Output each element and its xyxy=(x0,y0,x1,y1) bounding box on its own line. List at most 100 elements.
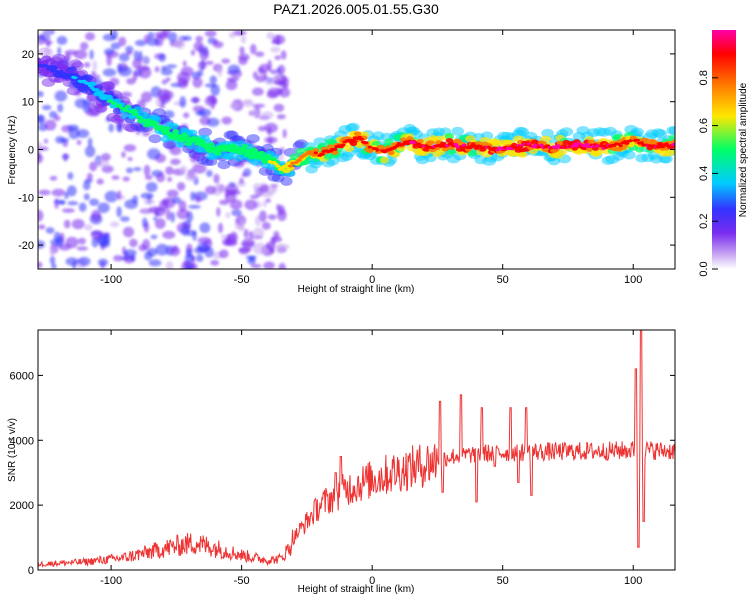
noise-blob xyxy=(269,248,275,254)
noise-blob xyxy=(252,71,258,79)
noise-blob xyxy=(226,77,240,82)
noise-blob xyxy=(169,246,181,257)
noise-blob xyxy=(221,116,232,125)
noise-blob xyxy=(89,161,98,172)
noise-blob xyxy=(257,125,267,132)
noise-blob xyxy=(104,190,119,203)
ridge-cell xyxy=(247,154,255,160)
ridge-cell xyxy=(80,75,88,81)
noise-blob xyxy=(249,256,255,262)
noise-blob xyxy=(170,82,182,88)
colorbar-tick-label: 0.6 xyxy=(698,118,710,133)
noise-blob xyxy=(76,246,89,251)
ridge-cell xyxy=(87,84,93,88)
noise-blob xyxy=(248,109,260,117)
noise-blob xyxy=(154,66,160,73)
noise-blob xyxy=(195,110,206,116)
noise-blob xyxy=(265,198,271,203)
noise-blob xyxy=(38,142,43,147)
noise-blob xyxy=(148,259,162,267)
noise-blob xyxy=(190,97,201,104)
noise-blob xyxy=(97,258,109,267)
noise-blob xyxy=(156,172,166,183)
noise-blob xyxy=(239,46,245,55)
ridge-cell xyxy=(134,112,139,116)
noise-blob xyxy=(38,209,44,222)
noise-blob xyxy=(142,217,148,228)
ridge-cell xyxy=(353,131,362,137)
noise-blob xyxy=(238,56,248,66)
noise-blob xyxy=(51,263,57,269)
noise-blob xyxy=(170,158,181,165)
noise-blob xyxy=(123,144,137,152)
noise-blob xyxy=(225,79,238,91)
noise-blob xyxy=(266,126,272,136)
noise-blob xyxy=(259,69,267,76)
noise-blob xyxy=(132,58,142,69)
noise-blob xyxy=(116,190,122,200)
y-tick-label: 2000 xyxy=(10,500,34,512)
noise-blob xyxy=(138,50,143,62)
noise-blob xyxy=(177,71,191,84)
noise-blob xyxy=(38,189,51,196)
noise-blob xyxy=(238,247,250,255)
noise-blob xyxy=(209,75,217,84)
noise-blob xyxy=(56,35,68,45)
ridge-cell xyxy=(66,86,81,96)
y-tick-label: 20 xyxy=(22,49,34,61)
x-tick-label: 100 xyxy=(624,274,642,286)
ridge-cell xyxy=(148,134,162,144)
noise-blob xyxy=(262,200,267,208)
noise-blob xyxy=(179,96,187,108)
noise-blob xyxy=(116,206,122,218)
noise-blob xyxy=(38,261,43,269)
ridge-cell xyxy=(668,126,675,136)
ridge-cell xyxy=(344,145,355,153)
colorbar: 0.0 0.2 0.4 0.6 0.8 Normalized spectral ampl… xyxy=(698,30,749,277)
noise-blob xyxy=(64,191,69,200)
ridge-cell xyxy=(313,151,318,155)
ridge-cell xyxy=(43,64,50,68)
noise-blob xyxy=(217,222,224,234)
noise-blob xyxy=(63,219,71,229)
noise-blob xyxy=(67,124,79,131)
colorbar-tick-label: 0.0 xyxy=(698,261,710,276)
ridge-cell xyxy=(275,164,281,168)
ridge-cell xyxy=(340,143,346,147)
noise-blob xyxy=(71,219,85,230)
ridge-cell xyxy=(634,138,640,142)
y-tick-label: 10 xyxy=(22,97,34,109)
ridge-cell xyxy=(265,156,271,160)
noise-blob xyxy=(273,80,286,86)
ridge-cell xyxy=(672,142,675,146)
noise-blob xyxy=(95,159,110,168)
noise-blob xyxy=(176,208,190,220)
ridge-cell xyxy=(639,141,645,145)
y-tick-label: 6000 xyxy=(10,370,34,382)
ridge-cell xyxy=(38,57,42,63)
noise-blob xyxy=(125,45,134,54)
noise-blob xyxy=(232,30,247,36)
noise-blob xyxy=(148,206,162,213)
noise-blob xyxy=(89,49,94,60)
ridge-cell xyxy=(363,141,369,145)
noise-blob xyxy=(252,242,267,255)
noise-blob xyxy=(275,243,286,254)
noise-blob xyxy=(195,254,204,262)
noise-blob xyxy=(102,68,117,77)
noise-blob xyxy=(43,138,49,144)
ridge-cell xyxy=(474,141,483,147)
noise-blob xyxy=(165,77,171,82)
noise-blob xyxy=(51,188,66,197)
ridge-cell xyxy=(246,149,252,153)
noise-blob xyxy=(261,111,274,119)
ridge-cell xyxy=(446,148,457,156)
noise-blob xyxy=(87,137,93,148)
noise-blob xyxy=(124,199,138,210)
noise-blob xyxy=(224,192,237,203)
noise-blob xyxy=(49,256,56,265)
snr-ticks: -100 -50 0 50 100 0 2000 4000 6000 xyxy=(10,330,675,587)
ridge-cell xyxy=(191,139,198,143)
ridge-cell xyxy=(104,95,109,99)
noise-blob xyxy=(133,167,142,172)
